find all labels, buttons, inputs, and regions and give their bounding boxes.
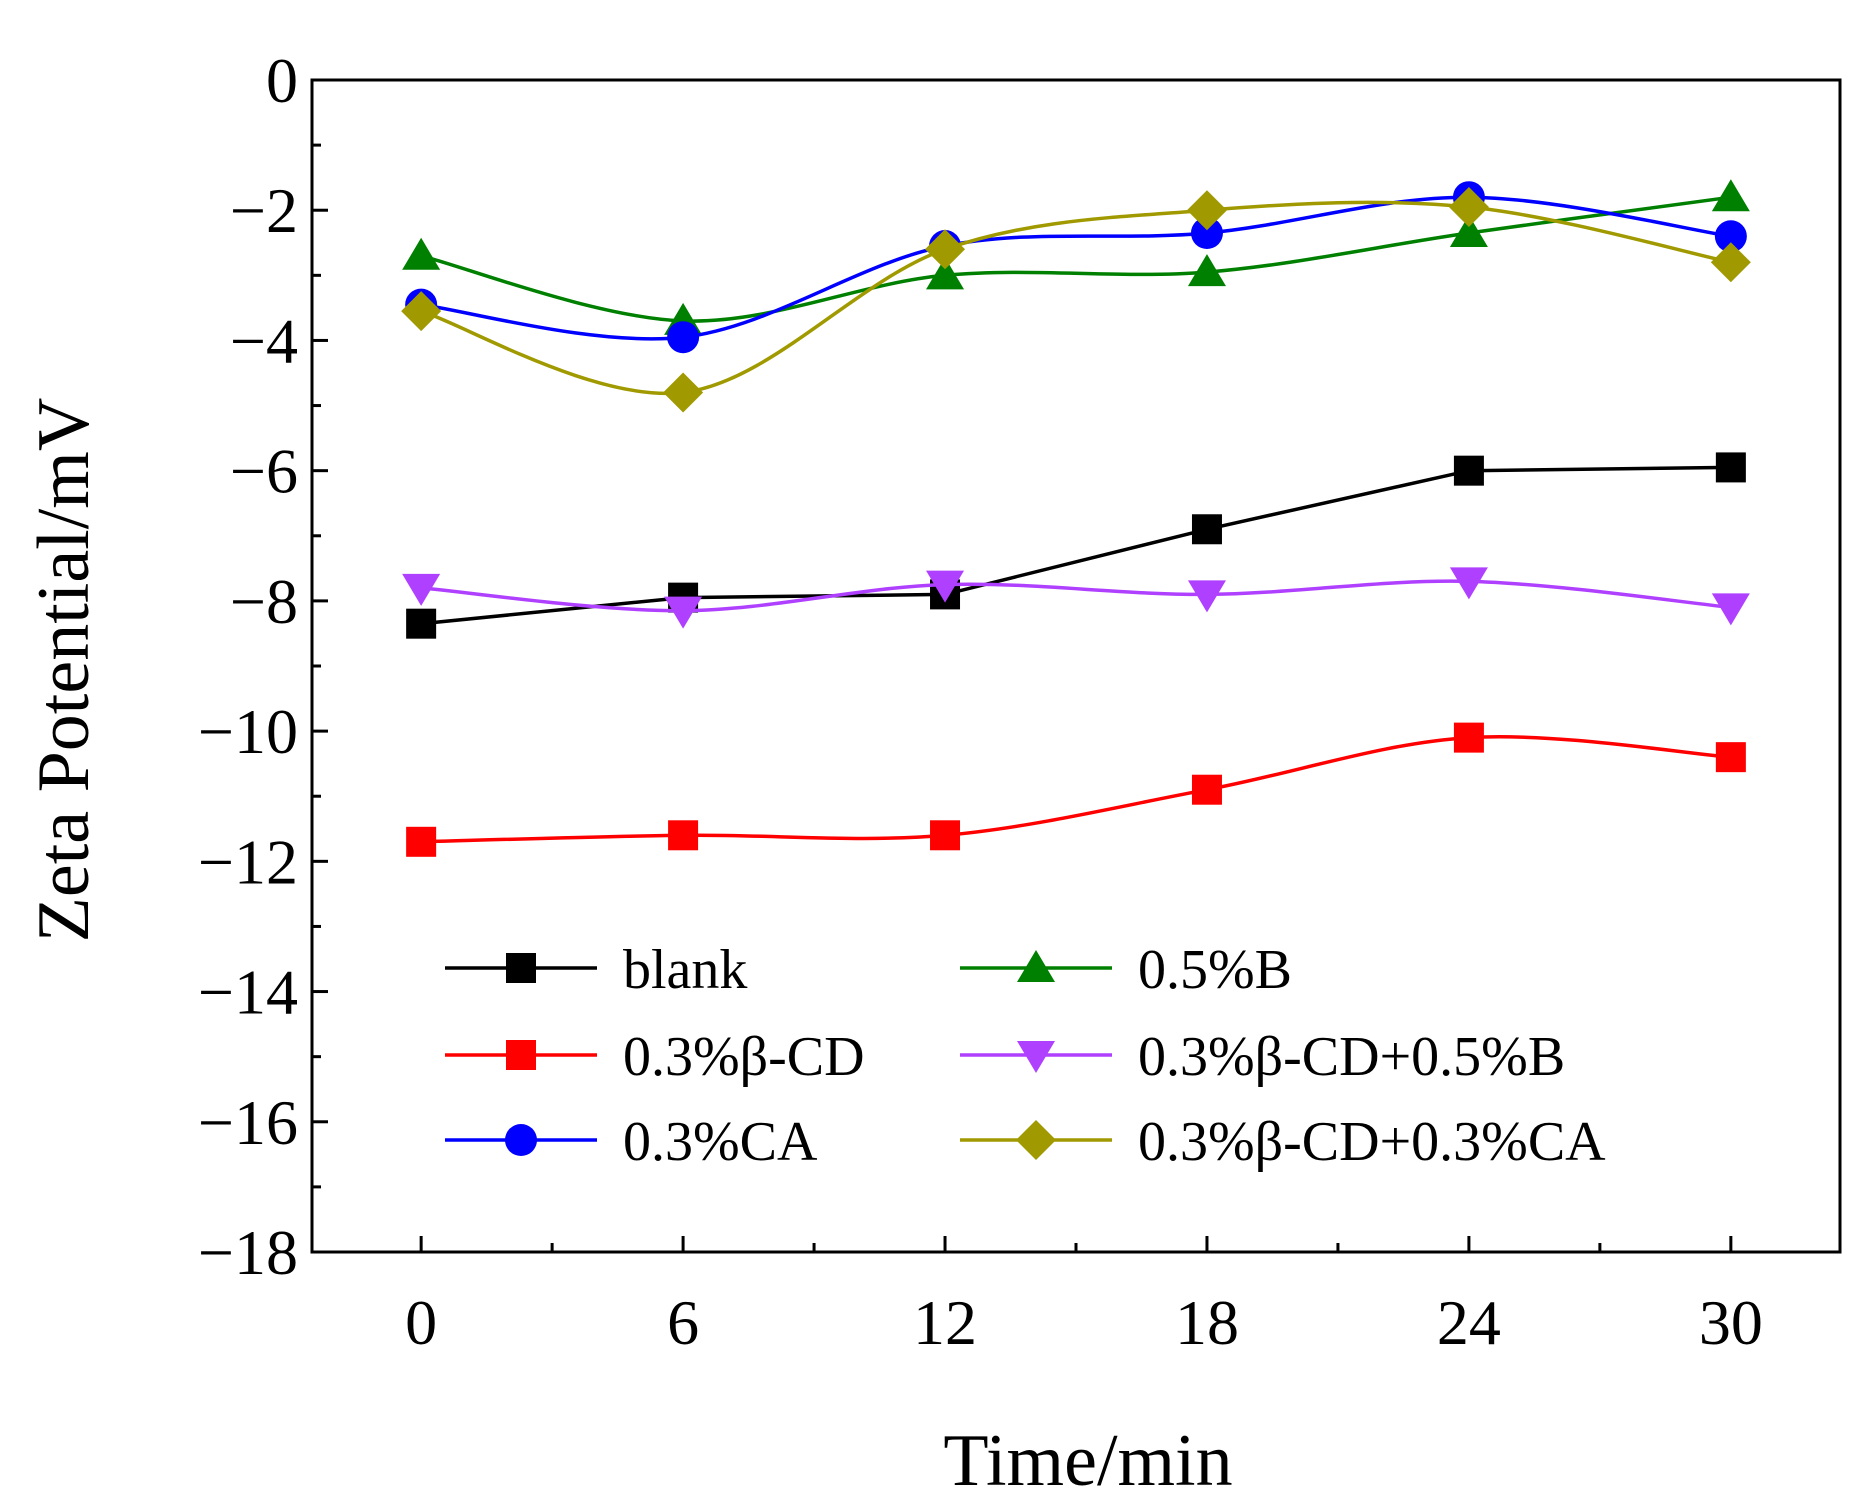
data-point <box>1191 514 1222 545</box>
data-point <box>1186 190 1227 231</box>
y-tick-label: −18 <box>198 1217 298 1288</box>
legend-marker <box>506 953 536 983</box>
series-line <box>420 465 1731 626</box>
legend-label: 0.3%β-CD+0.5%B <box>1138 1026 1565 1088</box>
series-6 <box>401 186 1751 413</box>
legend-marker <box>505 1124 537 1156</box>
y-tick-label: −16 <box>198 1087 298 1158</box>
legend-label: 0.3%β-CD+0.3%CA <box>1138 1111 1606 1173</box>
data-point <box>1715 452 1746 483</box>
x-tick-label: 30 <box>1699 1287 1763 1358</box>
legend-marker <box>1017 950 1055 982</box>
x-tick-label: 12 <box>913 1287 977 1358</box>
y-axis-title: Zeta Potential/mV <box>23 398 105 943</box>
legend-label: 0.5%B <box>1138 939 1292 1001</box>
legend-item: blank <box>445 939 747 1001</box>
series-line <box>421 734 1732 844</box>
data-point <box>668 820 699 851</box>
data-point <box>663 372 704 413</box>
data-point <box>401 291 442 332</box>
x-tick-label: 24 <box>1437 1287 1501 1358</box>
series-line <box>420 195 1732 341</box>
data-point <box>1714 220 1747 253</box>
data-point <box>664 596 703 629</box>
y-tick-label: −14 <box>198 957 298 1028</box>
data-point <box>1453 455 1484 486</box>
data-point <box>1448 186 1489 227</box>
legend: blank 0.5%B 0.3%β-CD 0.3%β-CD+0.5%B 0.3%CA 0.… <box>445 939 1606 1173</box>
series-line <box>420 579 1732 613</box>
data-point <box>406 826 437 857</box>
data-point <box>925 229 966 270</box>
data-point <box>667 321 700 354</box>
series-line <box>420 195 1732 323</box>
legend-marker <box>1016 1120 1056 1160</box>
data-point <box>1187 254 1226 287</box>
legend-item: 0.3%CA <box>445 1111 818 1173</box>
x-tick-label: 0 <box>405 1287 437 1358</box>
legend-item: 0.5%B <box>960 939 1292 1001</box>
y-tick-label: −10 <box>198 696 298 767</box>
legend-label: 0.3%CA <box>623 1111 818 1173</box>
data-point <box>402 237 441 270</box>
series-line <box>420 200 1732 396</box>
data-point <box>1187 580 1226 613</box>
data-point <box>406 608 437 639</box>
data-point <box>1710 242 1751 283</box>
legend-marker <box>1017 1041 1055 1073</box>
data-point <box>1711 179 1750 212</box>
y-tick-label: −2 <box>230 175 298 246</box>
series-3 <box>406 722 1746 857</box>
plot-frame <box>310 78 1842 1254</box>
data-point <box>926 570 965 603</box>
x-tick-label: 18 <box>1175 1287 1239 1358</box>
legend-label: 0.3%β-CD <box>623 1026 865 1088</box>
data-point <box>1190 217 1223 250</box>
y-tick-label: 0 <box>266 45 298 116</box>
legend-label: blank <box>623 939 747 1001</box>
legend-item: 0.3%β-CD+0.5%B <box>960 1026 1565 1088</box>
y-tick-label: −6 <box>230 436 298 507</box>
data-point <box>402 573 441 606</box>
legend-marker <box>506 1040 536 1070</box>
data-point <box>1711 593 1750 626</box>
legend-item: 0.3%β-CD+0.3%CA <box>960 1111 1606 1173</box>
series-4 <box>402 567 1750 629</box>
data-point <box>1715 742 1746 773</box>
data-point <box>1449 567 1488 600</box>
data-point <box>1449 215 1488 248</box>
data-point <box>930 820 961 851</box>
x-axis-title: Time/min <box>943 1420 1232 1502</box>
legend-item: 0.3%β-CD <box>445 1026 865 1088</box>
series-5 <box>405 181 1747 354</box>
y-tick-label: −12 <box>198 826 298 897</box>
data-point <box>1453 722 1484 753</box>
x-tick-label: 6 <box>667 1287 699 1358</box>
data-point <box>926 257 965 290</box>
series-1 <box>406 452 1746 639</box>
y-tick-label: −8 <box>230 566 298 637</box>
data-point <box>1191 774 1222 805</box>
y-tick-label: −4 <box>230 305 298 376</box>
